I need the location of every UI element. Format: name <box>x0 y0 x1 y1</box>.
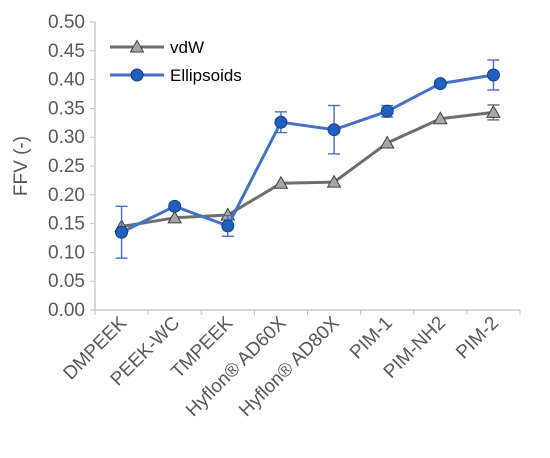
data-point-circle <box>380 104 394 118</box>
legend-marker-triangle <box>129 39 145 53</box>
x-tick-label: PIM-1 <box>346 313 397 364</box>
y-axis-ticks: 0.00 0.05 0.10 0.15 0.20 0.25 0.30 0.35 0.40 0.45… <box>48 12 95 321</box>
y-tick-label: 0.15 <box>48 214 85 235</box>
chart-axes <box>94 22 521 315</box>
data-point-triangle <box>432 111 448 125</box>
data-point-circle <box>115 225 129 239</box>
y-tick-label: 0.30 <box>48 127 85 148</box>
series-line-ellipsoids <box>120 73 494 234</box>
x-tick-label: PIM-2 <box>452 313 503 364</box>
data-point-circle <box>221 219 235 233</box>
data-point-circle <box>486 68 500 82</box>
legend-item-ellipsoids: Ellipsoids <box>110 66 242 85</box>
y-axis-label: FFV (-) <box>11 136 32 196</box>
data-point-triangle <box>326 174 342 188</box>
series-ellipsoids <box>115 59 500 259</box>
data-point-circle <box>433 77 447 91</box>
y-tick-label: 0.25 <box>48 156 85 177</box>
y-tick-label: 0.20 <box>48 185 85 206</box>
y-tick-label: 0.10 <box>48 242 85 263</box>
y-tick-label: 0.50 <box>48 12 85 33</box>
data-point-triangle <box>486 104 501 118</box>
legend-item-vdw: vdW <box>110 38 204 57</box>
legend-label-ellipsoids: Ellipsoids <box>170 66 242 85</box>
chart-legend: vdW Ellipsoids <box>110 38 242 85</box>
y-tick-label: 0.00 <box>48 300 85 321</box>
legend-marker-circle <box>130 68 144 82</box>
data-point-triangle <box>167 210 183 224</box>
data-point-triangle <box>273 175 289 189</box>
chart-series <box>114 59 501 259</box>
data-point-circle <box>168 199 182 213</box>
legend-label-vdw: vdW <box>170 38 204 57</box>
data-point-circle <box>327 123 341 137</box>
x-tick-label: Hyflon® AD80X <box>235 312 344 421</box>
data-point-circle <box>274 115 288 129</box>
y-tick-label: 0.35 <box>48 98 85 119</box>
y-tick-label: 0.40 <box>48 70 85 91</box>
data-point-triangle <box>379 135 395 149</box>
y-tick-label: 0.45 <box>48 41 85 62</box>
y-tick-label: 0.05 <box>48 271 85 292</box>
series-line-vdw <box>121 110 494 228</box>
